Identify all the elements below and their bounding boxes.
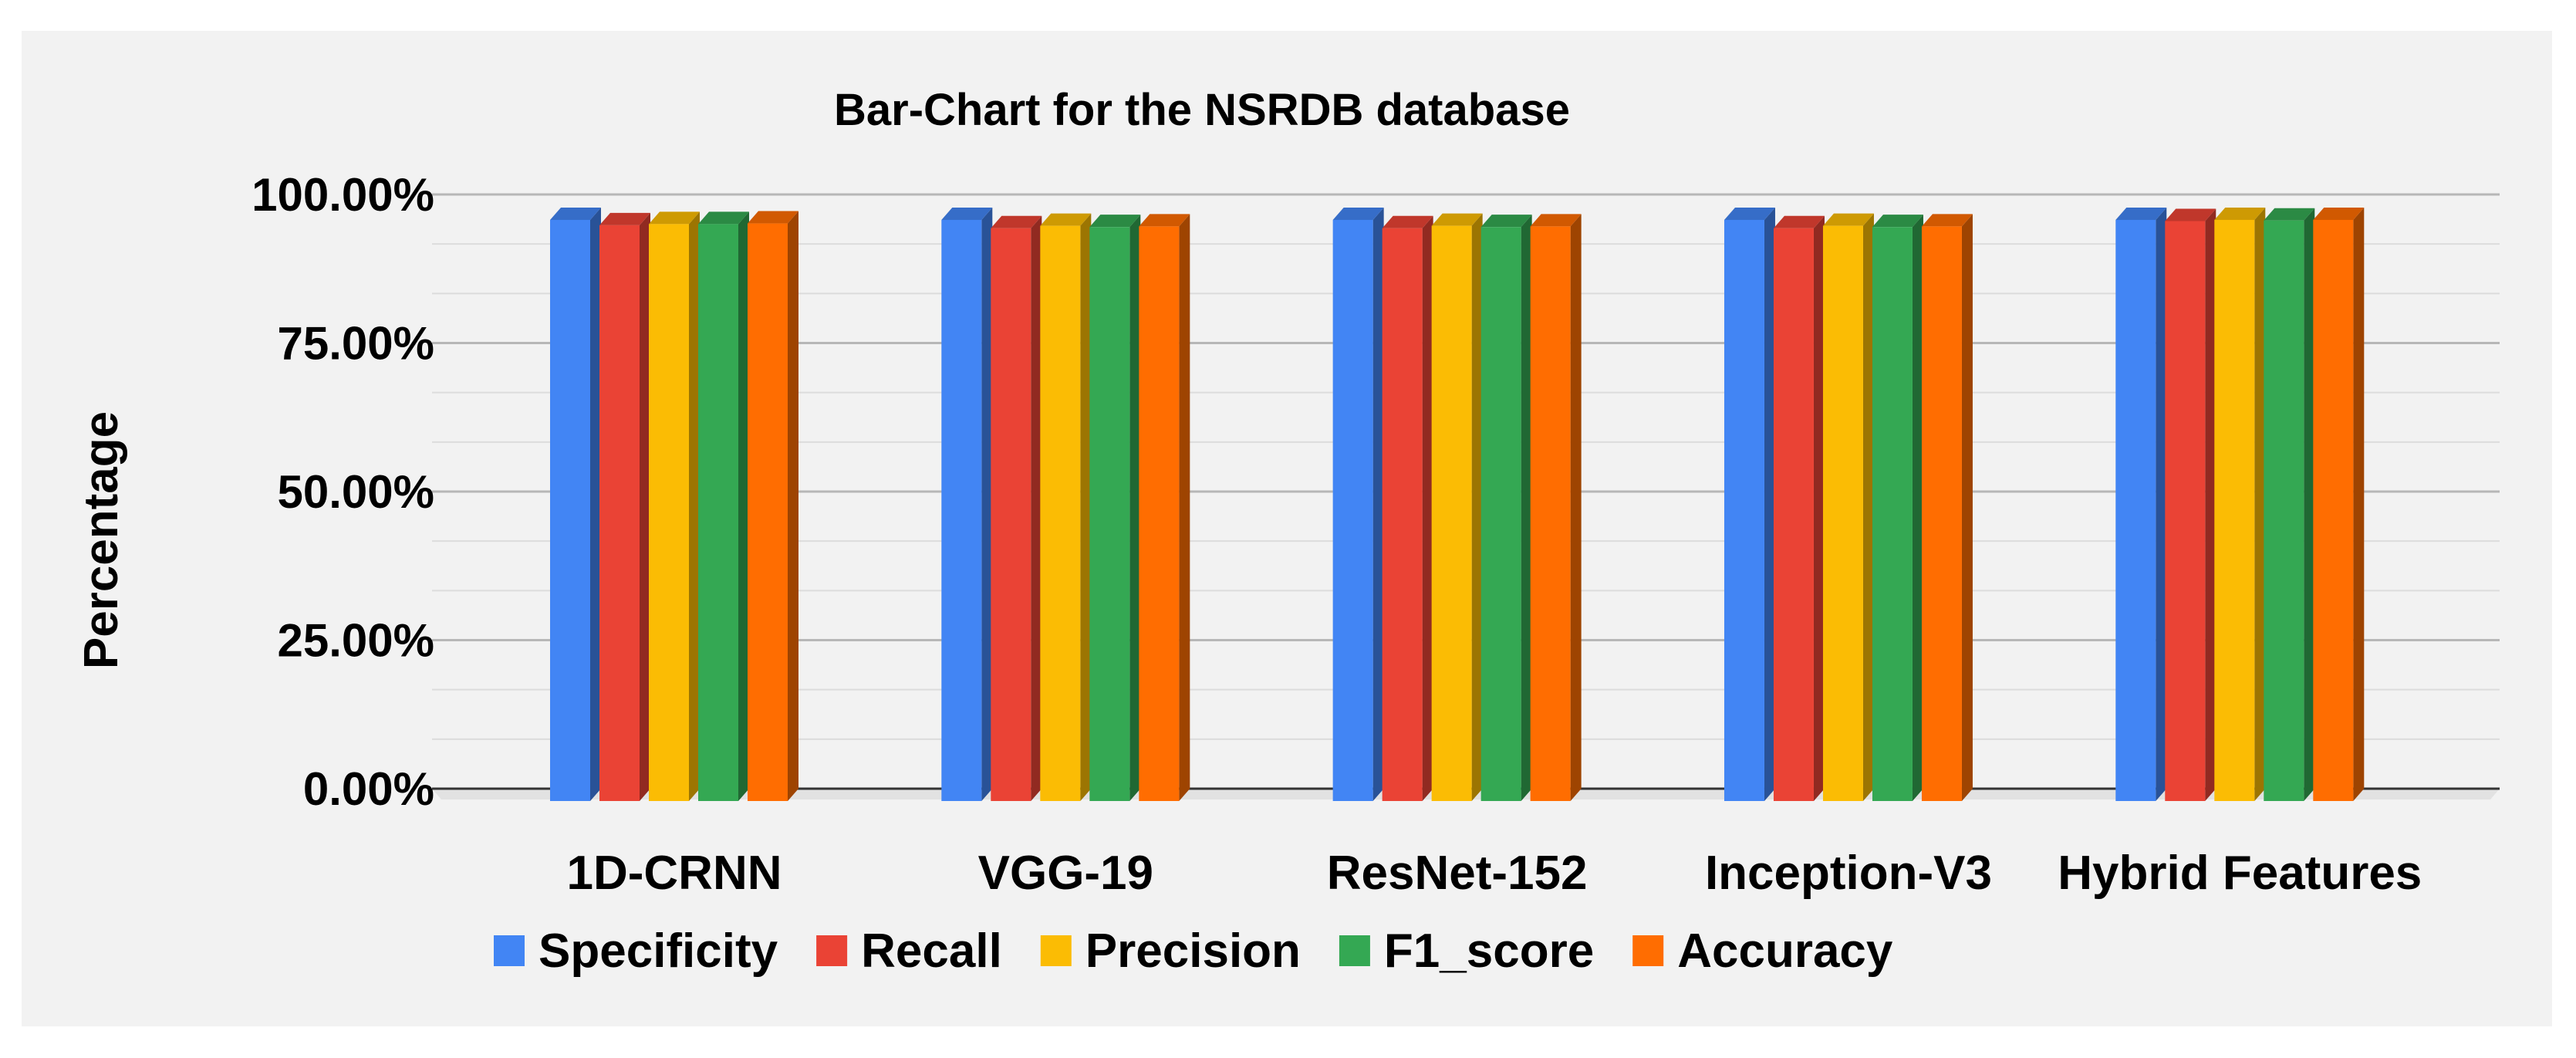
legend-swatch [816, 935, 848, 966]
legend-label: F1_score [1384, 924, 1594, 978]
legend-label: Specificity [538, 924, 778, 978]
bar [1480, 215, 1532, 801]
bar [941, 207, 993, 801]
chart-title: Bar-Chart for the NSRDB database [834, 85, 1570, 135]
bar [1724, 207, 1775, 801]
legend-item: Precision [1040, 924, 1301, 978]
bars [550, 207, 2365, 802]
legend-swatch [494, 935, 525, 966]
bar [698, 211, 749, 801]
legend-label: Precision [1085, 924, 1301, 978]
bar [1040, 213, 1092, 801]
y-axis-ticks: 0.00% 25.00% 50.00% 75.00% 100.00% [252, 169, 434, 815]
bar [1872, 215, 1923, 801]
y-tick-label: 25.00% [278, 615, 435, 667]
x-tick-label: 1D-CRNN [567, 847, 782, 900]
bar-group [941, 207, 1190, 802]
bar-chart: Bar-Chart for the NSRDB database Percent… [75, 85, 2500, 978]
chart-panel: Bar-Chart for the NSRDB database Percent… [22, 31, 2552, 1026]
bar [1773, 215, 1825, 802]
bar [550, 207, 601, 801]
bar [649, 211, 700, 801]
bar [2165, 208, 2216, 801]
bar [1921, 214, 1973, 801]
y-tick-label: 50.00% [278, 466, 435, 518]
bar-group [1724, 207, 1973, 802]
bar [2264, 208, 2315, 801]
bar [1332, 207, 1384, 801]
bar-group [1332, 207, 1582, 802]
x-tick-label: ResNet-152 [1327, 847, 1588, 900]
x-tick-label: Hybrid Features [2058, 847, 2422, 900]
legend-item: Accuracy [1632, 924, 1893, 978]
bar [2313, 207, 2365, 801]
legend-swatch [1632, 935, 1664, 966]
bar [2214, 207, 2266, 801]
legend-label: Recall [861, 924, 1002, 978]
y-tick-label: 100.00% [252, 169, 434, 221]
legend-label: Accuracy [1677, 924, 1893, 978]
bar-group [550, 207, 798, 801]
legend-item: F1_score [1339, 924, 1594, 978]
x-axis-ticks: 1D-CRNN VGG-19 ResNet-152 Inception-V3 Hybri… [567, 847, 2422, 900]
bar [748, 211, 798, 801]
legend-item: Specificity [494, 924, 778, 978]
legend-item: Recall [816, 924, 1002, 978]
legend: Specificity Recall Precision F1_score Accura… [494, 924, 1893, 978]
bar [2115, 207, 2167, 801]
legend-swatch [1339, 935, 1370, 966]
bar [1382, 215, 1433, 802]
bar [1822, 213, 1874, 801]
y-tick-label: 0.00% [303, 763, 434, 815]
bar [1530, 214, 1582, 801]
x-tick-label: Inception-V3 [1705, 847, 1992, 900]
x-tick-label: VGG-19 [978, 847, 1153, 900]
legend-swatch [1040, 935, 1072, 966]
bar [1139, 214, 1190, 801]
bar [991, 215, 1042, 802]
bar [1431, 213, 1483, 801]
bar [599, 212, 650, 801]
y-axis-label: Percentage [75, 411, 128, 669]
bar-group [2115, 207, 2365, 801]
y-tick-label: 75.00% [278, 318, 435, 370]
bar [1089, 215, 1141, 801]
